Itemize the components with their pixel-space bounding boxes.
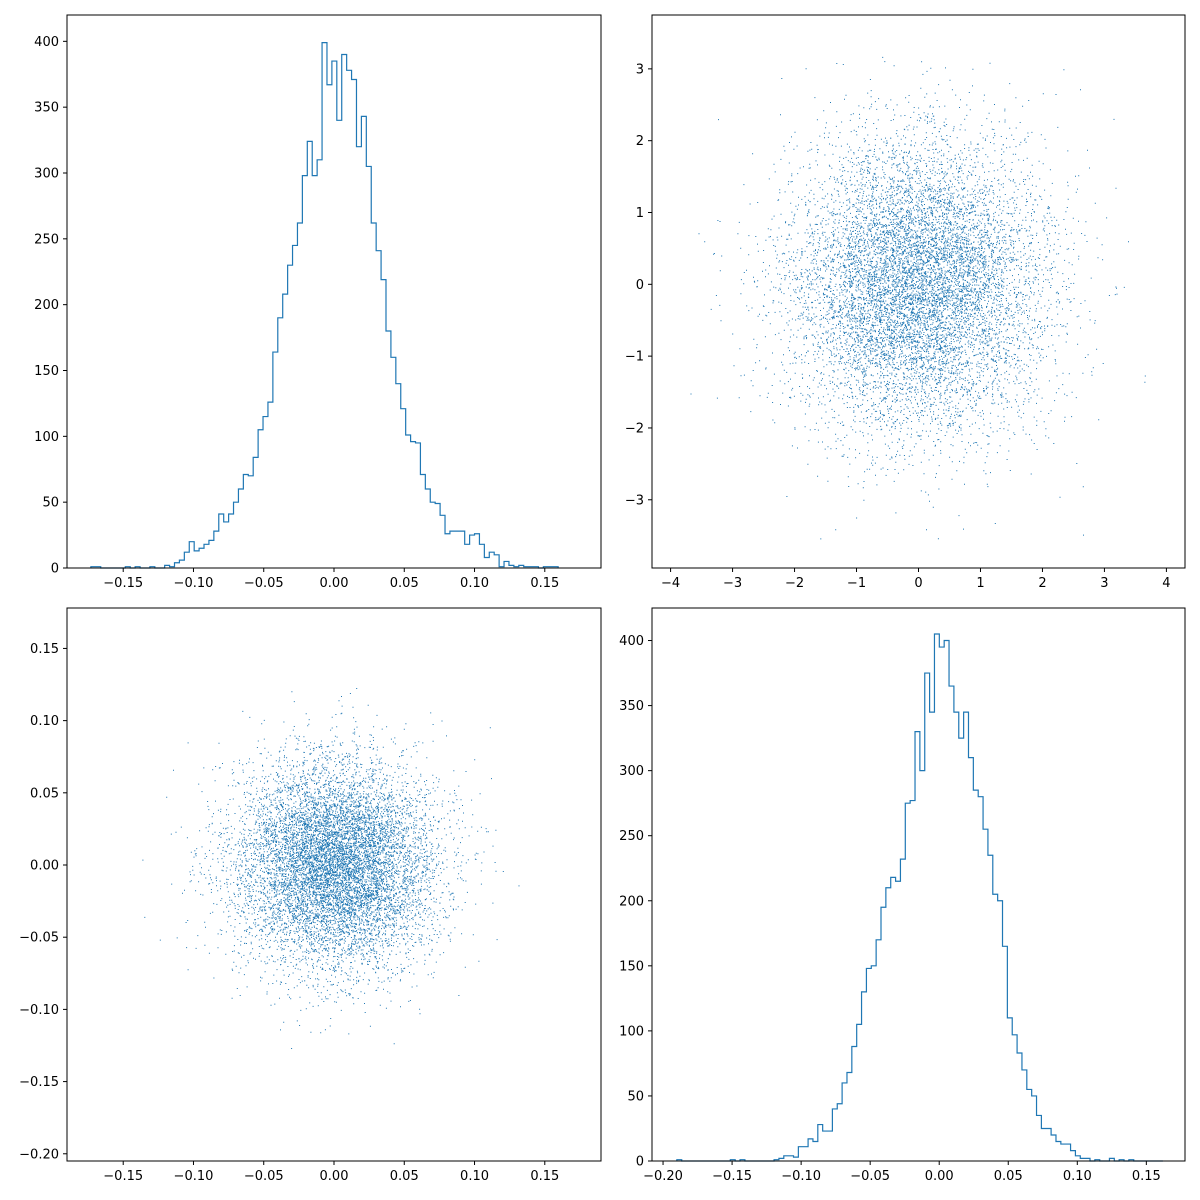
bottom-left-y-tick-label: −0.10	[19, 1003, 59, 1018]
top-right-scatter-panel: −4 −3 −2 −1 0 1 2 3 4 −3 −2 −1 0 1 2 3	[625, 14, 1186, 591]
bottom-right-x-tick-label: 0.15	[1132, 1169, 1161, 1184]
top-left-x-tick-label: −0.10	[174, 576, 214, 591]
bottom-left-scatter-point-cloud	[142, 688, 520, 1049]
top-right-y-tick-label: 3	[636, 62, 644, 77]
top-left-x-tick-label: 0.05	[390, 576, 419, 591]
top-right-x-tick-label: 3	[1100, 576, 1108, 591]
bottom-left-x-tick-label: 0.15	[530, 1169, 559, 1184]
top-left-histogram-step-line	[90, 42, 559, 569]
top-left-y-tick-label: 0	[51, 562, 59, 577]
bottom-left-y-tick-label: −0.05	[19, 931, 59, 946]
top-right-x-tick-label: −1	[847, 576, 866, 591]
top-left-x-tick-label: 0.10	[460, 576, 489, 591]
top-right-y-tick-label: −1	[625, 350, 644, 365]
bottom-right-y-tick-label: 250	[619, 829, 644, 844]
bottom-right-y-tick-label: 200	[619, 894, 644, 909]
bottom-left-y-tick-label: 0.15	[30, 642, 59, 657]
top-left-y-tick-label: 400	[34, 35, 59, 50]
bottom-right-x-tick-label: −0.05	[850, 1169, 890, 1184]
top-left-y-tick-label: 300	[34, 167, 59, 182]
top-right-y-tick-label: 2	[636, 134, 644, 149]
bottom-left-y-tick-label: −0.20	[19, 1147, 59, 1162]
bottom-left-y-tick-label: 0.05	[30, 786, 59, 801]
bottom-right-y-tick-label: 400	[619, 634, 644, 649]
bottom-right-y-tick-label: 150	[619, 959, 644, 974]
top-right-x-tick-label: 1	[976, 576, 984, 591]
top-left-histogram-panel: −0.15 −0.10 −0.05 0.00 0.05 0.10 0.15 0 50 100 150…	[34, 14, 602, 591]
bottom-right-x-tick-label: −0.10	[781, 1169, 821, 1184]
top-right-y-tick-label: 1	[636, 206, 644, 221]
top-left-y-tick-label: 100	[34, 430, 59, 445]
bottom-left-y-tick-label: −0.15	[19, 1075, 59, 1090]
bottom-right-histogram-step-line	[676, 633, 1163, 1162]
bottom-left-y-tick-label: 0.00	[30, 859, 59, 874]
bottom-right-x-tick-label: −0.20	[643, 1169, 683, 1184]
top-left-y-tick-label: 250	[34, 232, 59, 247]
bottom-left-x-tick-label: −0.05	[244, 1169, 284, 1184]
bottom-left-scatter-panel: −0.15 −0.10 −0.05 0.00 0.05 0.10 0.15 −0.20 −0.1…	[19, 607, 602, 1184]
top-right-y-tick-label: −2	[625, 421, 644, 436]
top-right-x-tick-label: −2	[785, 576, 804, 591]
bottom-right-y-tick-label: 300	[619, 764, 644, 779]
top-left-y-tick-label: 150	[34, 364, 59, 379]
bottom-right-x-tick-label: 0.05	[994, 1169, 1023, 1184]
top-right-x-tick-label: 2	[1038, 576, 1046, 591]
bottom-right-y-tick-label: 0	[636, 1155, 644, 1170]
bottom-right-y-tick-label: 50	[627, 1089, 644, 1104]
top-left-x-tick-label: −0.05	[244, 576, 284, 591]
bottom-left-x-tick-label: 0.05	[390, 1169, 419, 1184]
bottom-right-x-tick-label: 0.00	[925, 1169, 954, 1184]
bottom-right-axes-frame	[651, 607, 1186, 1162]
top-right-scatter-point-cloud	[690, 56, 1146, 540]
top-left-y-tick-label: 50	[42, 496, 59, 511]
top-left-y-tick-label: 350	[34, 101, 59, 116]
top-right-x-tick-label: 4	[1162, 576, 1170, 591]
top-right-y-tick-label: −3	[625, 493, 644, 508]
bottom-left-y-tick-label: 0.10	[30, 714, 59, 729]
top-right-scatter-points	[690, 56, 1146, 540]
bottom-right-y-tick-label: 350	[619, 699, 644, 714]
bottom-left-x-tick-label: −0.15	[103, 1169, 143, 1184]
bottom-right-x-tick-label: 0.10	[1063, 1169, 1092, 1184]
top-left-y-tick-label: 200	[34, 298, 59, 313]
bottom-right-y-tick-label: 100	[619, 1024, 644, 1039]
bottom-left-scatter-points	[142, 688, 520, 1049]
bottom-left-x-tick-label: 0.00	[320, 1169, 349, 1184]
bottom-left-x-tick-label: −0.10	[174, 1169, 214, 1184]
top-right-y-tick-label: 0	[636, 278, 644, 293]
top-left-x-tick-label: −0.15	[103, 576, 143, 591]
bottom-left-x-tick-label: 0.10	[460, 1169, 489, 1184]
top-left-x-tick-label: 0.00	[320, 576, 349, 591]
top-right-x-tick-label: −3	[723, 576, 742, 591]
top-right-x-tick-label: −4	[661, 576, 680, 591]
bottom-right-histogram-panel: −0.20 −0.15 −0.10 −0.05 0.00 0.05 0.10 0.15 0 50 1…	[619, 607, 1186, 1184]
top-left-x-tick-label: 0.15	[530, 576, 559, 591]
top-right-x-tick-label: 0	[914, 576, 922, 591]
bottom-right-x-tick-label: −0.15	[712, 1169, 752, 1184]
